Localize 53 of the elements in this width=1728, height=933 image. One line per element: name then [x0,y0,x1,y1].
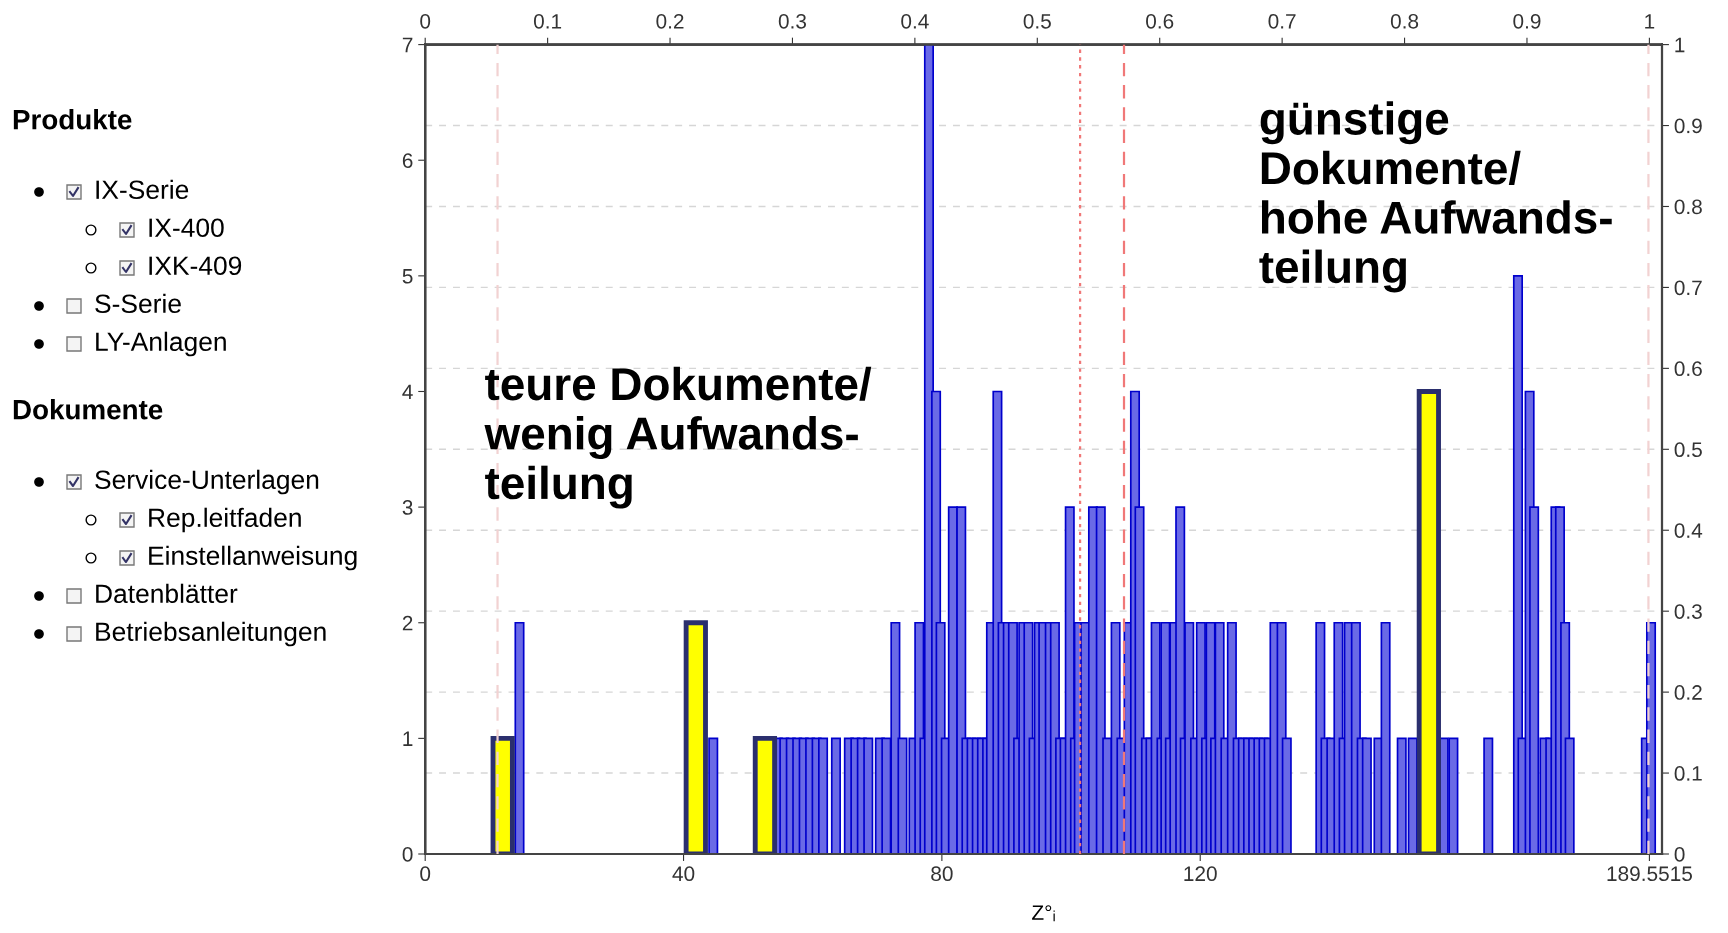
y-tick-label: 1 [403,731,413,746]
y2-tick-label: 0.4 [1674,523,1703,538]
x2-tick-label: 0.2 [656,13,684,29]
annotation: günstige Dokumente/ hohe Aufwands- teilung [1259,101,1612,293]
text: IXK-409 [149,256,242,276]
y-tick-label: 6 [402,153,413,168]
x-axis-title: Z°ᵢ [1032,905,1055,922]
text: Einstellanweisung [149,545,357,571]
bar [1483,737,1494,854]
text: Betriebsanleitungen [96,621,326,647]
bar [708,737,719,854]
y-tick-label: 3 [402,500,413,515]
x2-tick-label: 0.1 [533,13,562,29]
text: IX-400 [149,218,224,238]
x2-tick-label: 1 [1645,14,1655,29]
bar [830,737,841,854]
y2-tick-label: 0.7 [1674,280,1702,296]
y-tick-label: 4 [402,384,413,400]
x-tick-label: 120 [1184,866,1217,882]
y2-tick-label: 0.9 [1674,118,1702,134]
x2-tick-label: 0.3 [778,13,807,29]
y2-tick-label: 0.1 [1674,766,1702,781]
x2-tick-label: 0.9 [1513,13,1541,29]
text: Dokumente [13,399,163,420]
x-tick-label: 40 [672,866,695,882]
y2-tick-label: 0.3 [1674,604,1702,619]
x2-tick-label: 0.7 [1268,13,1296,29]
x2-tick-label: 0.8 [1390,13,1419,29]
text: S-Serie [95,293,181,314]
text: Produkte [13,109,132,130]
y2-tick-label: 1 [1675,37,1685,53]
y2-tick-label: 0.2 [1674,685,1702,700]
y-tick-label: 7 [402,37,413,53]
y2-tick-label: 0.5 [1674,442,1702,458]
x-tick-label: 0 [420,866,431,882]
x-tick-label: 80 [931,866,953,882]
x2-tick-label: 0 [420,13,431,29]
x2-tick-label: 0.4 [901,13,929,29]
text: Service-Unterlagen [95,469,319,495]
text: Rep.leitfaden [149,507,301,533]
text: LY-Anlagen [96,331,226,357]
x2-tick-label: 0.6 [1146,13,1174,29]
y2-tick-label: 0 [1674,847,1685,862]
y-tick-label: 5 [402,269,413,284]
y2-tick-label: 0.8 [1674,199,1702,215]
x2-tick-label: 0.5 [1023,13,1051,29]
y2-tick-label: 0.6 [1674,361,1702,377]
y-tick-label: 2 [402,615,413,631]
annotation: teure Dokumente/ wenig Aufwands- teilung [484,366,872,509]
x-tick-label: 189.5515 [1607,866,1692,882]
y-tick-label: 0 [402,847,413,862]
text: IX-Serie [96,179,189,200]
text: Datenblätter [96,583,238,604]
